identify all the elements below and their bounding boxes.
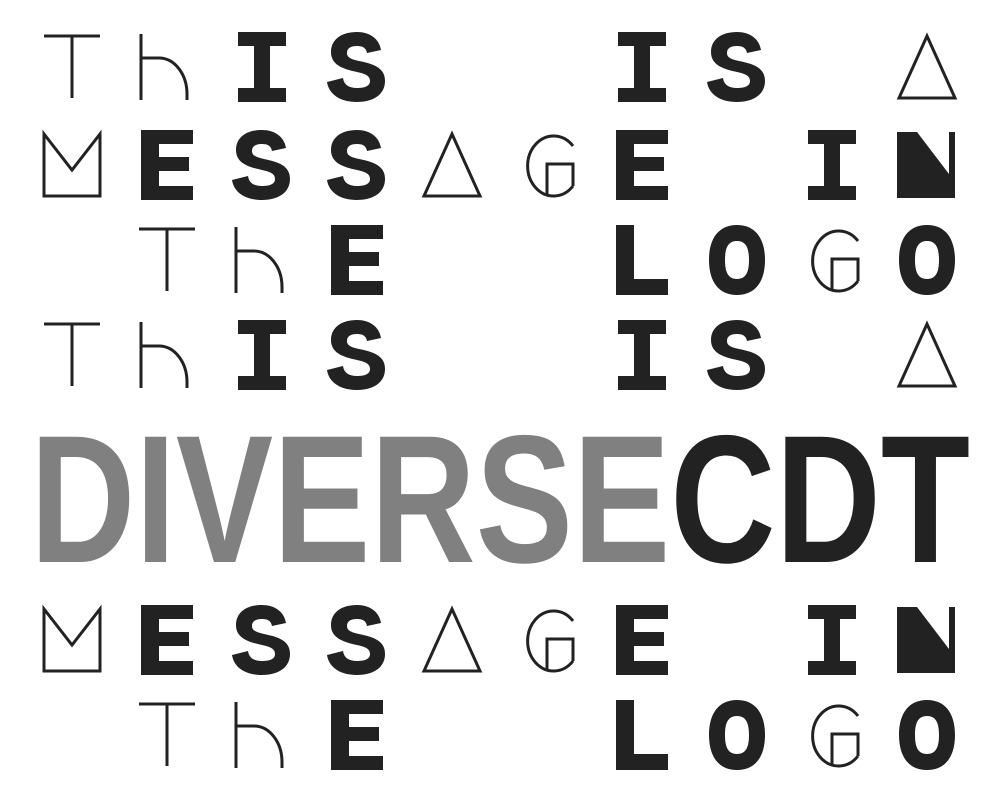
letter-i-glyph [230,32,294,102]
letter-e-glyph [610,130,674,200]
letter-g-glyph [515,605,579,675]
logo-banner: DIVERSECDT [0,412,1000,582]
letter-m-glyph [40,129,104,200]
letter-i-glyph [800,130,864,200]
letter-a-glyph [420,605,484,675]
letter-s-glyph [230,130,294,200]
letter-m-glyph [40,604,104,675]
letter-e-glyph [135,130,199,200]
letter-t-glyph [40,320,104,390]
banner-wordmark: DIVERSECDT [30,412,970,582]
letter-h-glyph [135,32,199,102]
letter-h-glyph [135,320,199,390]
letter-n-glyph [895,605,959,675]
letter-s-glyph [325,320,389,390]
letter-i-glyph [230,320,294,390]
letter-n-glyph [895,130,959,200]
logo-row-6 [0,700,1000,770]
letter-h-glyph [230,700,294,770]
letter-t-glyph [40,32,104,102]
letter-a-glyph [420,130,484,200]
banner-part-cdt: CDT [670,412,970,582]
letter-e-glyph [325,700,389,770]
logo-row-5 [0,604,1000,675]
logo-row-4 [0,320,1000,390]
letter-a-glyph [895,320,959,390]
letter-s-glyph [230,605,294,675]
letter-o-glyph [895,225,959,295]
logo-row-3 [0,225,1000,295]
letter-s-glyph [705,32,769,102]
letter-l-glyph [610,225,674,295]
letter-t-glyph [135,700,199,770]
letter-e-glyph [135,605,199,675]
letter-s-glyph [325,32,389,102]
letter-t-glyph [135,225,199,295]
letter-o-glyph [705,700,769,770]
letter-h-glyph [230,225,294,295]
letter-o-glyph [705,225,769,295]
letter-s-glyph [325,605,389,675]
letter-i-glyph [610,320,674,390]
letter-o-glyph [895,700,959,770]
logo-row-1-text: THIS IS A [0,0,1,1]
logo-row-1 [0,32,1000,102]
letter-s-glyph [705,320,769,390]
letter-g-glyph [800,225,864,295]
banner-part-diverse: DIVERSE [30,412,670,582]
letter-a-glyph [895,32,959,102]
letter-e-glyph [325,225,389,295]
letter-s-glyph [325,130,389,200]
logo-rows-text: THIS IS A MESSAGE IN THE LOGO THIS IS A … [0,0,1,1]
letter-i-glyph [800,605,864,675]
logo-banner-svg: DIVERSECDT [30,412,970,582]
letter-l-glyph [610,700,674,770]
logo-row-2 [0,129,1000,200]
letter-e-glyph [610,605,674,675]
letter-g-glyph [800,700,864,770]
letter-i-glyph [610,32,674,102]
letter-g-glyph [515,130,579,200]
